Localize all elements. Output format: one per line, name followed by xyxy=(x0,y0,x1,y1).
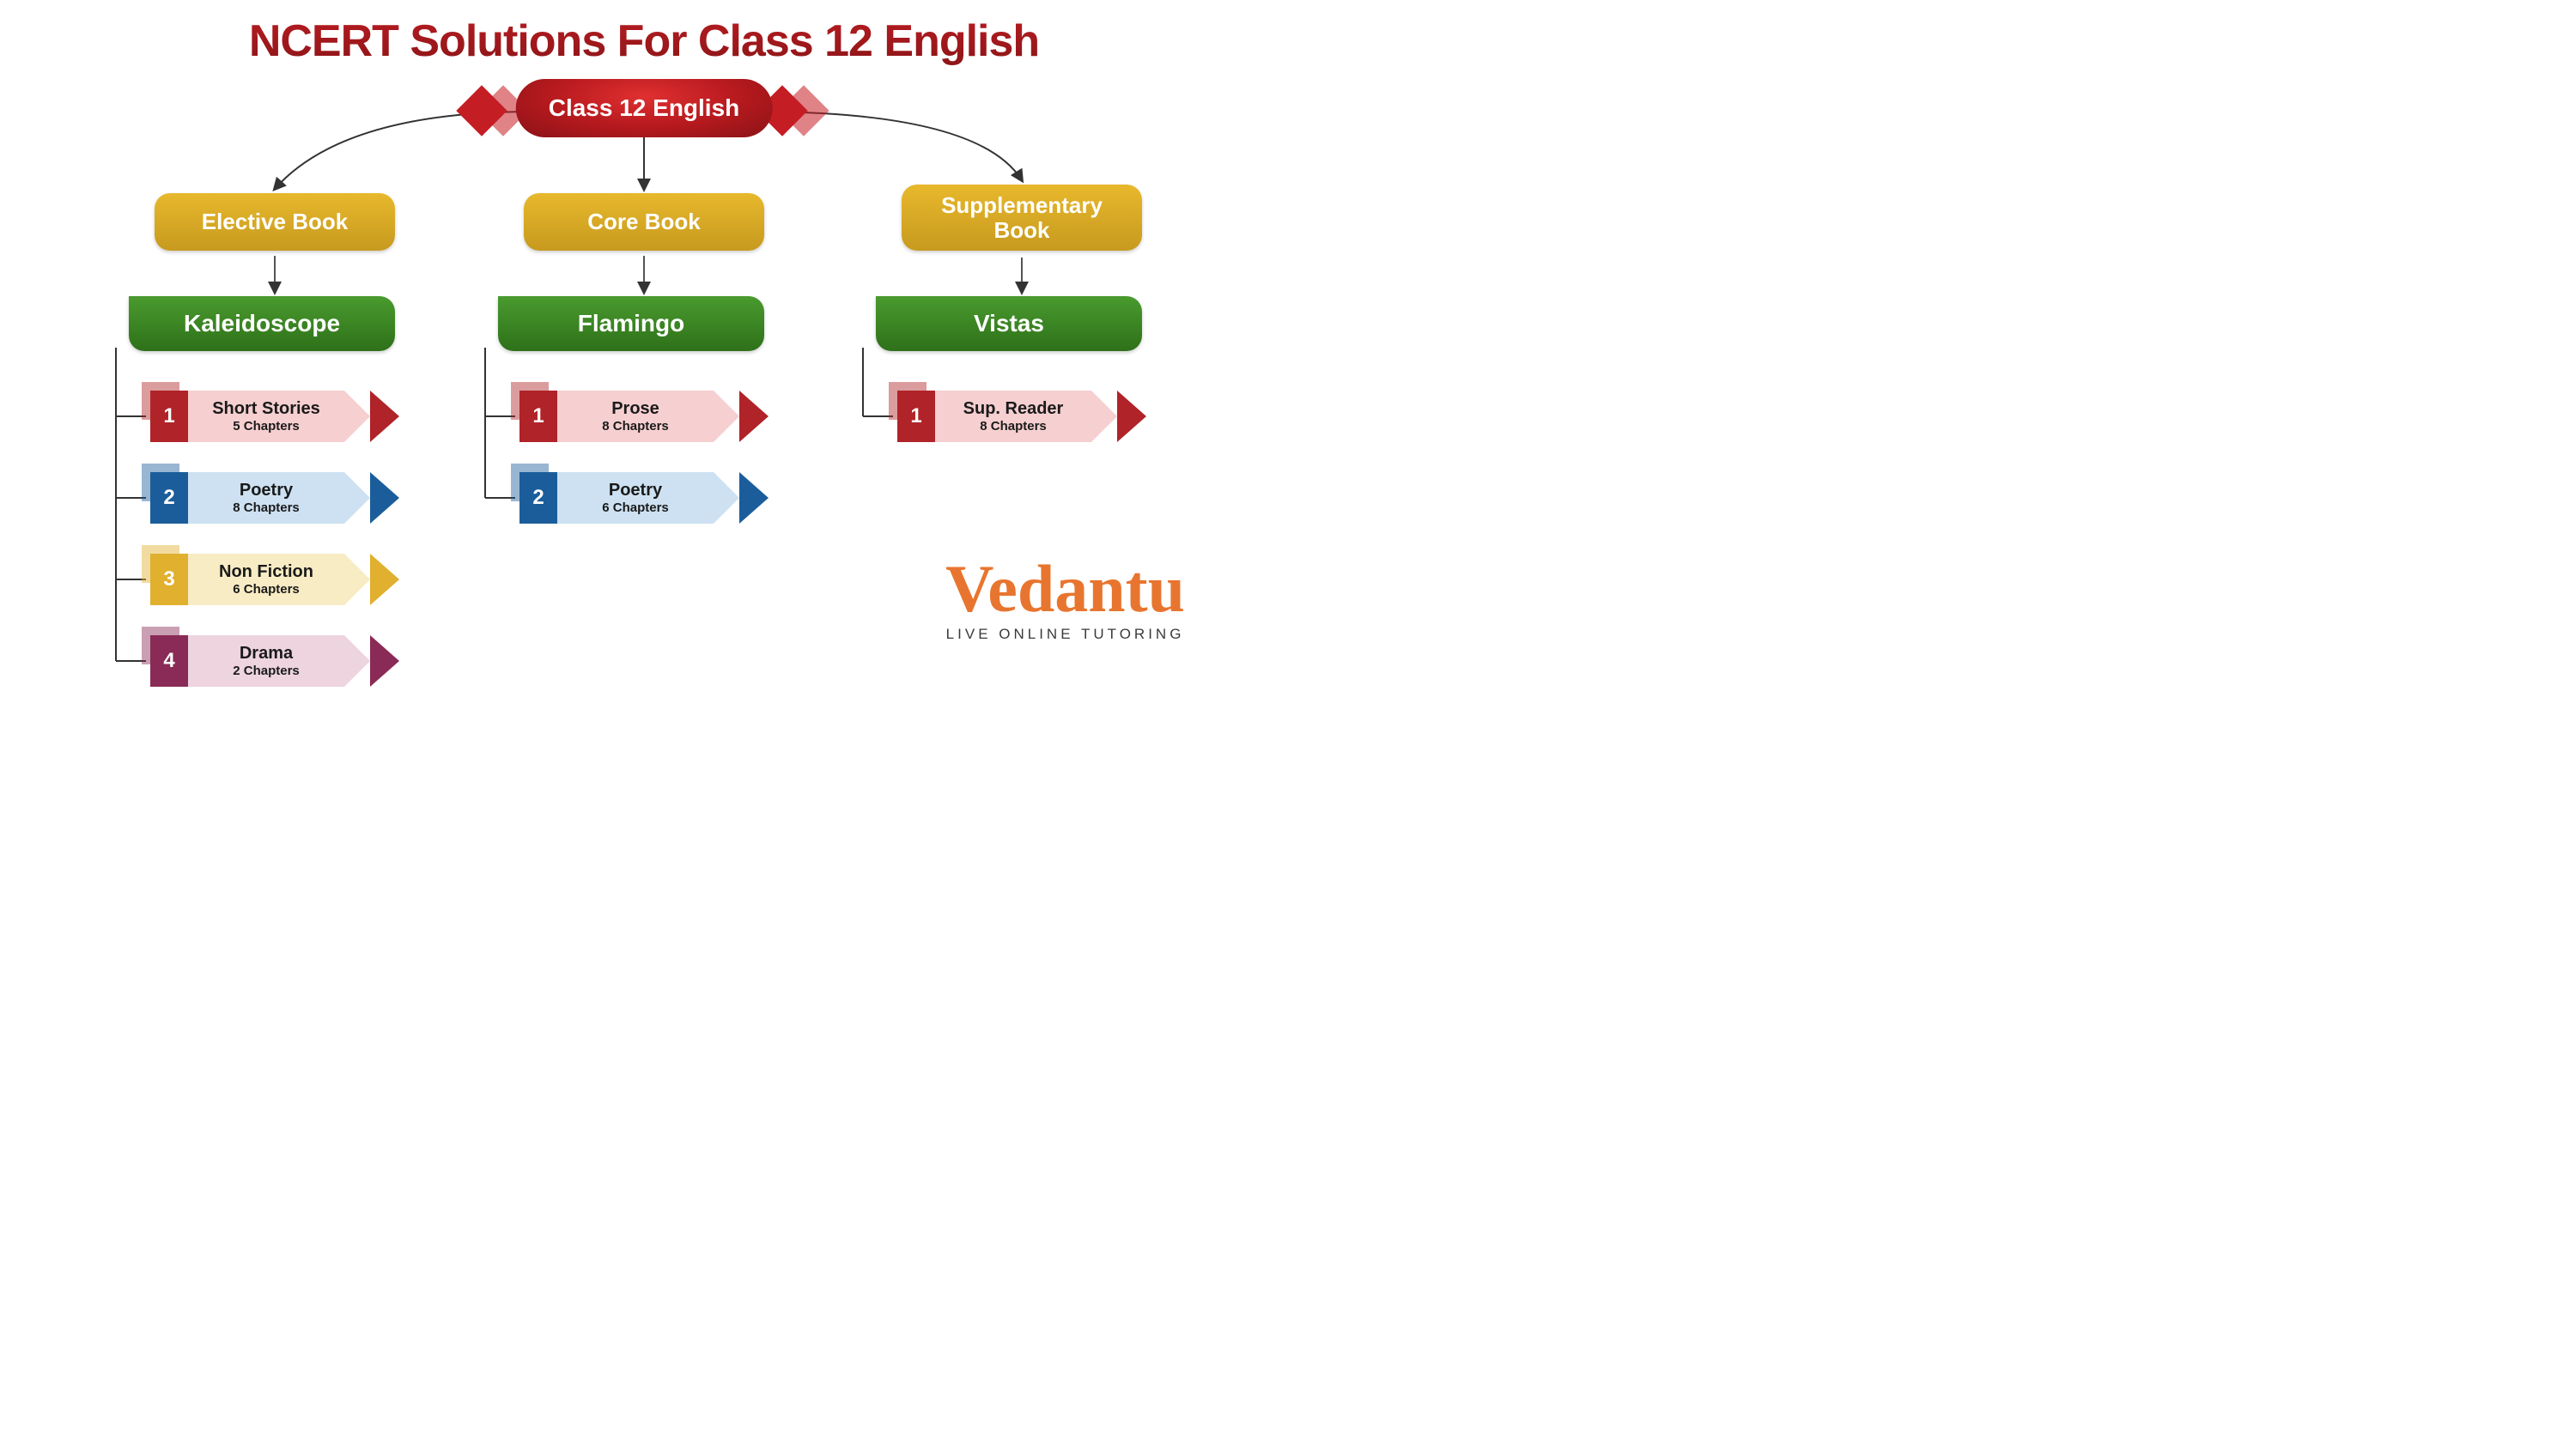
chapter-subtitle: 2 Chapters xyxy=(197,664,336,678)
chapter-number: 3 xyxy=(150,554,188,605)
chapter-item: 2Poetry6 Chapters xyxy=(519,472,769,524)
chevron-right-icon xyxy=(370,472,399,524)
chapter-number: 2 xyxy=(519,472,557,524)
chevron-right-icon xyxy=(370,635,399,687)
chapter-title: Prose xyxy=(566,399,705,419)
chapter-subtitle: 8 Chapters xyxy=(566,419,705,433)
chapter-title: Poetry xyxy=(566,481,705,500)
chapter-body: Poetry6 Chapters xyxy=(557,472,714,524)
root-node: Class 12 English xyxy=(516,79,773,137)
chapter-body: Poetry8 Chapters xyxy=(188,472,344,524)
chapter-number: 1 xyxy=(150,391,188,442)
brand-logo: Vedantu LIVE ONLINE TUTORING xyxy=(945,559,1185,643)
chapter-subtitle: 6 Chapters xyxy=(197,582,336,597)
chapter-item: 1Short Stories5 Chapters xyxy=(150,391,399,442)
chapter-subtitle: 8 Chapters xyxy=(944,419,1083,433)
book-box: Kaleidoscope xyxy=(129,296,395,351)
chevron-right-icon xyxy=(739,472,769,524)
chapter-item: 1Prose8 Chapters xyxy=(519,391,769,442)
logo-tagline: LIVE ONLINE TUTORING xyxy=(945,626,1185,643)
chapter-number: 2 xyxy=(150,472,188,524)
chapter-subtitle: 5 Chapters xyxy=(197,419,336,433)
chapter-item: 2Poetry8 Chapters xyxy=(150,472,399,524)
chapter-item: 1Sup. Reader8 Chapters xyxy=(897,391,1146,442)
chevron-right-icon xyxy=(370,554,399,605)
book-box: Vistas xyxy=(876,296,1142,351)
chapter-title: Poetry xyxy=(197,481,336,500)
chapter-body: Sup. Reader8 Chapters xyxy=(935,391,1091,442)
chevron-right-icon xyxy=(370,391,399,442)
chapter-body: Drama2 Chapters xyxy=(188,635,344,687)
chapter-number: 1 xyxy=(519,391,557,442)
chevron-right-icon xyxy=(1117,391,1146,442)
chapter-number: 1 xyxy=(897,391,935,442)
chevron-right-icon xyxy=(739,391,769,442)
chapter-subtitle: 6 Chapters xyxy=(566,500,705,515)
category-box: Core Book xyxy=(524,193,764,251)
chapter-title: Drama xyxy=(197,644,336,664)
chapter-title: Short Stories xyxy=(197,399,336,419)
chapter-item: 3Non Fiction6 Chapters xyxy=(150,554,399,605)
logo-text: Vedantu xyxy=(945,559,1185,619)
chapter-number: 4 xyxy=(150,635,188,687)
category-box: Elective Book xyxy=(155,193,395,251)
chapter-title: Non Fiction xyxy=(197,562,336,582)
book-box: Flamingo xyxy=(498,296,764,351)
chapter-body: Prose8 Chapters xyxy=(557,391,714,442)
chapter-body: Short Stories5 Chapters xyxy=(188,391,344,442)
category-box: Supplementary Book xyxy=(902,185,1142,251)
chapter-body: Non Fiction6 Chapters xyxy=(188,554,344,605)
chapter-item: 4Drama2 Chapters xyxy=(150,635,399,687)
chapter-title: Sup. Reader xyxy=(944,399,1083,419)
chapter-subtitle: 8 Chapters xyxy=(197,500,336,515)
